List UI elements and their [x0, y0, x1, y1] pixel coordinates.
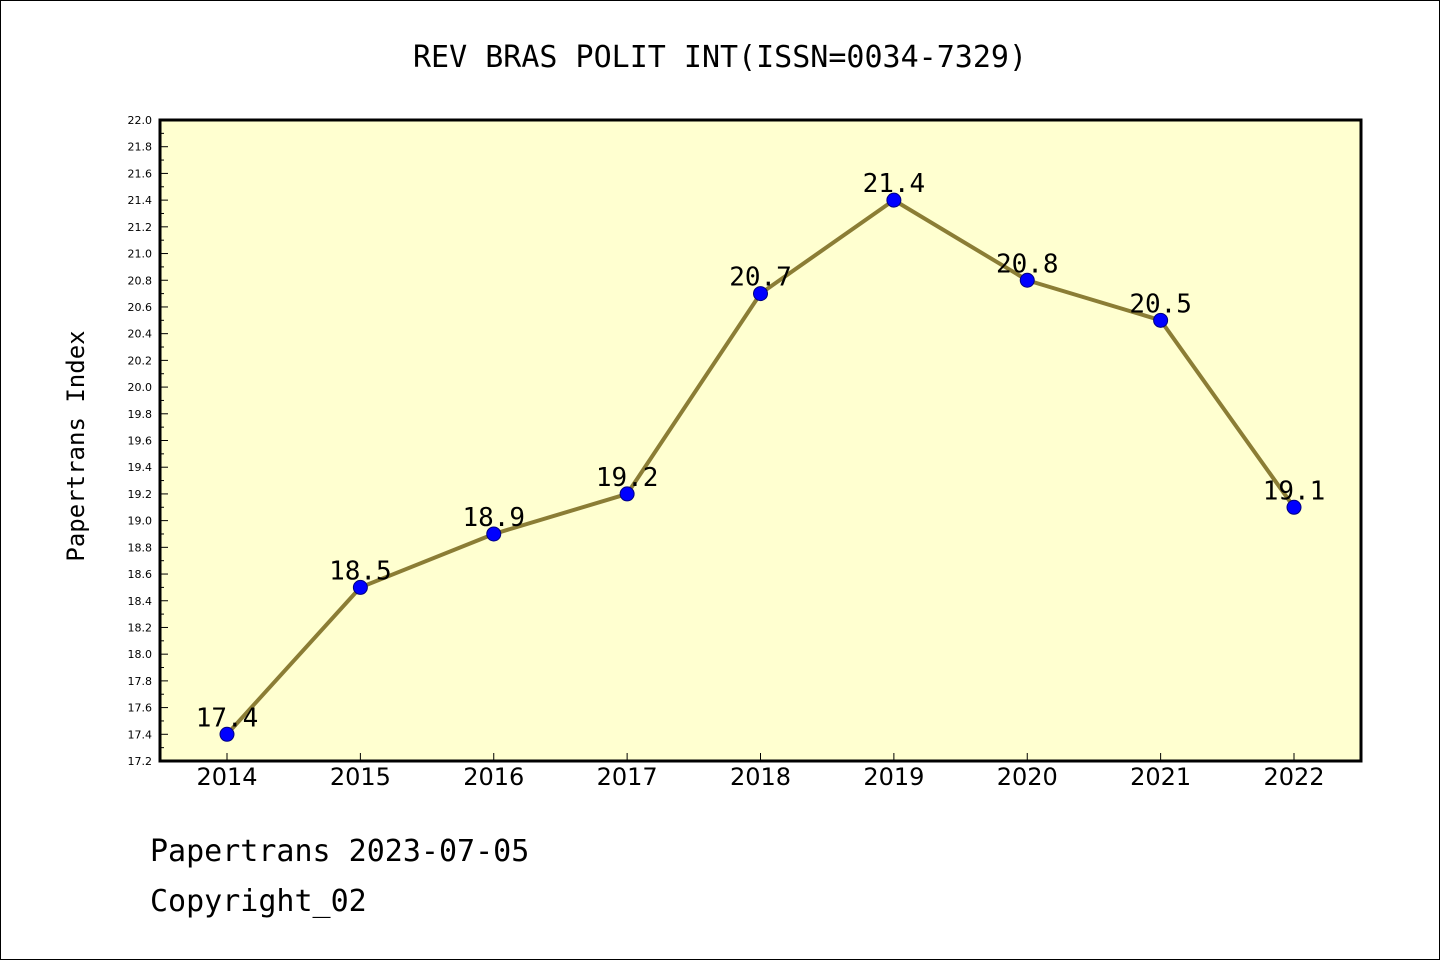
y-axis-label: Papertrans Index	[62, 330, 90, 561]
data-point-marker	[219, 726, 235, 742]
x-tick-label: 2014	[196, 763, 257, 791]
y-tick-label: 18.6	[128, 568, 153, 581]
y-tick-label: 21.2	[128, 221, 153, 234]
y-tick-label: 21.8	[128, 141, 153, 154]
y-tick-label: 19.4	[128, 461, 153, 474]
x-tick-label: 2022	[1263, 763, 1324, 791]
data-point-label: 18.5	[329, 556, 392, 586]
data-point-marker	[1286, 499, 1302, 515]
y-tick-label: 17.8	[128, 675, 153, 688]
y-tick-label: 20.6	[128, 301, 153, 314]
y-tick-label: 17.4	[128, 728, 153, 741]
data-point-label: 20.5	[1129, 289, 1192, 319]
data-point-label: 18.9	[462, 503, 525, 533]
data-point-label: 21.4	[863, 169, 926, 199]
x-tick-label: 2020	[997, 763, 1058, 791]
y-tick-label: 20.4	[128, 328, 153, 341]
data-point-label: 20.8	[996, 249, 1059, 279]
y-axis: 17.2 17.4 17.6 17.8 18.0 18.2 18.4 18.6 18.8 19.0…	[128, 114, 168, 768]
y-tick-label: 18.4	[128, 595, 153, 608]
y-tick-label: 21.4	[128, 194, 153, 207]
y-tick-label: 18.0	[128, 648, 153, 661]
footer-copyright-line: Copyright_02	[150, 884, 367, 919]
data-point-marker	[486, 526, 502, 542]
x-tick-label: 2017	[597, 763, 658, 791]
x-tick-label: 2019	[863, 763, 924, 791]
x-tick-label: 2016	[463, 763, 524, 791]
x-tick-label: 2015	[330, 763, 391, 791]
x-tick-label: 2021	[1130, 763, 1191, 791]
data-point-marker	[886, 192, 902, 208]
y-tick-label: 17.2	[128, 755, 153, 768]
chart-title: REV BRAS POLIT INT(ISSN=0034-7329)	[413, 40, 1027, 75]
y-tick-label: 22.0	[128, 114, 153, 127]
plot-area	[158, 118, 1363, 763]
data-point-marker	[753, 286, 768, 302]
x-axis: 2014 2015 2016 2017 2018 2019 2020 2021 2022	[196, 753, 1325, 791]
footer-date-line: Papertrans 2023-07-05	[150, 834, 530, 869]
data-point-label: 19.1	[1263, 476, 1326, 506]
x-tick-label: 2018	[730, 763, 791, 791]
data-point-marker	[619, 486, 635, 502]
series-line-group: 17.4 18.5 18.9 19.2 20.7 21.4 20.8 20.5 19.1	[196, 169, 1326, 742]
y-tick-label: 21.0	[128, 248, 153, 261]
y-tick-label: 19.6	[128, 435, 153, 448]
data-point-marker	[1153, 312, 1169, 328]
data-point-marker	[352, 579, 368, 595]
y-tick-label: 21.6	[128, 167, 153, 180]
data-point-label: 17.4	[196, 703, 259, 733]
y-tick-label: 20.2	[128, 354, 153, 367]
y-tick-label: 20.8	[128, 274, 153, 287]
y-tick-label: 17.6	[128, 702, 153, 715]
data-point-label: 19.2	[596, 463, 659, 493]
y-tick-label: 19.2	[128, 488, 153, 501]
data-point-marker	[1019, 272, 1035, 288]
y-tick-label: 19.0	[128, 515, 153, 528]
y-tick-label: 19.8	[128, 408, 153, 421]
y-tick-label: 20.0	[128, 381, 153, 394]
data-point-label: 20.7	[729, 263, 792, 293]
y-tick-label: 18.8	[128, 541, 153, 554]
y-tick-label: 18.2	[128, 621, 153, 634]
